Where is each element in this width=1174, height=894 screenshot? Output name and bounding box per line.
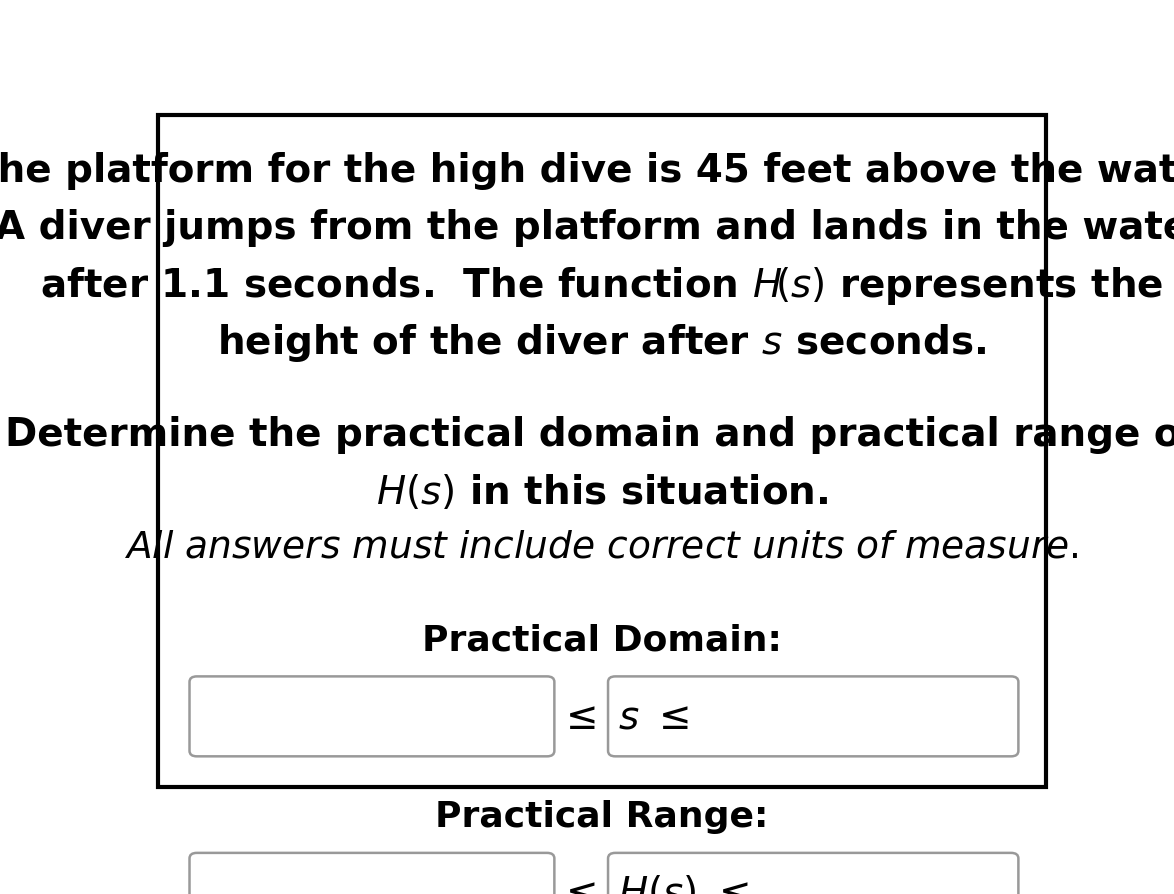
FancyBboxPatch shape: [157, 115, 1046, 788]
Text: $\leq\ s\ \leq$: $\leq\ s\ \leq$: [558, 697, 689, 736]
Text: after 1.1 seconds.  The function $H\!(s)$ represents the: after 1.1 seconds. The function $H\!(s)$…: [40, 265, 1163, 307]
FancyBboxPatch shape: [189, 853, 554, 894]
Text: The platform for the high dive is 45 feet above the water.: The platform for the high dive is 45 fee…: [0, 152, 1174, 190]
Text: $\mathit{All\ answers\ must\ include\ correct\ units\ of\ measure.}$: $\mathit{All\ answers\ must\ include\ co…: [124, 528, 1079, 564]
Text: Determine the practical domain and practical range of: Determine the practical domain and pract…: [6, 416, 1174, 453]
Text: Practical Range:: Practical Range:: [436, 799, 768, 833]
Text: $H(s)$ in this situation.: $H(s)$ in this situation.: [376, 472, 828, 511]
FancyBboxPatch shape: [189, 677, 554, 756]
Text: $\leq\ H(s)\ \leq$: $\leq\ H(s)\ \leq$: [558, 873, 749, 894]
FancyBboxPatch shape: [608, 677, 1018, 756]
Text: Practical Domain:: Practical Domain:: [421, 623, 782, 657]
Text: A diver jumps from the platform and lands in the water: A diver jumps from the platform and land…: [0, 208, 1174, 247]
Text: height of the diver after $s$ seconds.: height of the diver after $s$ seconds.: [217, 321, 986, 363]
FancyBboxPatch shape: [608, 853, 1018, 894]
